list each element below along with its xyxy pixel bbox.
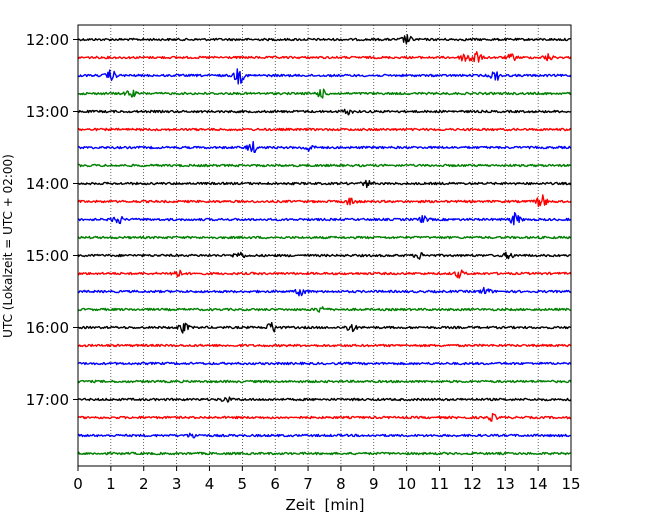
x-tick-label: 10: [397, 475, 416, 493]
trace-line-1215: [77, 51, 572, 63]
trace-line-1345: [77, 163, 572, 168]
trace-line-1400: [77, 179, 572, 189]
trace-line-1530: [77, 286, 572, 297]
trace-line-1330: [77, 140, 572, 154]
x-axis-label: Zeit [min]: [285, 496, 364, 514]
trace-line-1745: [77, 451, 572, 456]
y-tick-label: 15:00: [26, 247, 69, 265]
x-axis-ticks: 0 1 2 3 4 5 6 7 8 9 10 11 12 13 14 15: [73, 466, 581, 493]
x-tick-label: 6: [270, 475, 280, 493]
x-tick-label: 8: [336, 475, 346, 493]
x-tick-label: 4: [205, 475, 215, 493]
x-tick-label: 12: [463, 475, 482, 493]
trace-line-1615: [77, 343, 572, 348]
y-tick-label: 12:00: [26, 31, 69, 49]
trace-line-1515: [77, 269, 572, 279]
trace-line-1445: [77, 235, 572, 240]
y-axis-ticks: 12:00 13:00 14:00 15:00 16:00 17:00: [26, 31, 78, 409]
trace-line-1200: [77, 34, 572, 45]
y-tick-label: 13:00: [26, 103, 69, 121]
trace-line-1645: [77, 379, 572, 384]
trace-line-1630: [77, 361, 572, 366]
y-axis-label: UTC (Lokalzeit = UTC + 02:00): [1, 154, 15, 338]
x-tick-label: 15: [561, 475, 580, 493]
trace-line-1600: [77, 321, 572, 334]
x-tick-label: 1: [106, 475, 116, 493]
x-tick-label: 14: [529, 475, 548, 493]
trace-line-1230: [77, 68, 572, 85]
x-tick-label: 9: [369, 475, 379, 493]
trace-line-1315: [77, 127, 572, 132]
x-tick-label: 3: [172, 475, 182, 493]
y-tick-label: 16:00: [26, 319, 69, 337]
trace-line-1545: [77, 306, 572, 313]
x-tick-label: 7: [303, 475, 313, 493]
trace-line-1245: [77, 88, 572, 99]
y-tick-label: 17:00: [26, 391, 69, 409]
trace-line-1730: [77, 432, 572, 439]
trace-line-1715: [77, 412, 572, 422]
x-tick-label: 0: [73, 475, 83, 493]
trace-line-1500: [77, 251, 572, 260]
trace-series: [77, 34, 572, 456]
trace-line-1415: [77, 194, 572, 208]
trace-line-1700: [77, 396, 572, 403]
trace-line-1300: [77, 108, 572, 116]
x-tick-label: 5: [238, 475, 248, 493]
y-tick-label: 14:00: [26, 175, 69, 193]
x-tick-label: 2: [139, 475, 149, 493]
x-tick-label: 11: [430, 475, 449, 493]
plot-frame: [77, 24, 572, 467]
trace-line-1430: [78, 211, 572, 226]
x-tick-label: 13: [496, 475, 515, 493]
